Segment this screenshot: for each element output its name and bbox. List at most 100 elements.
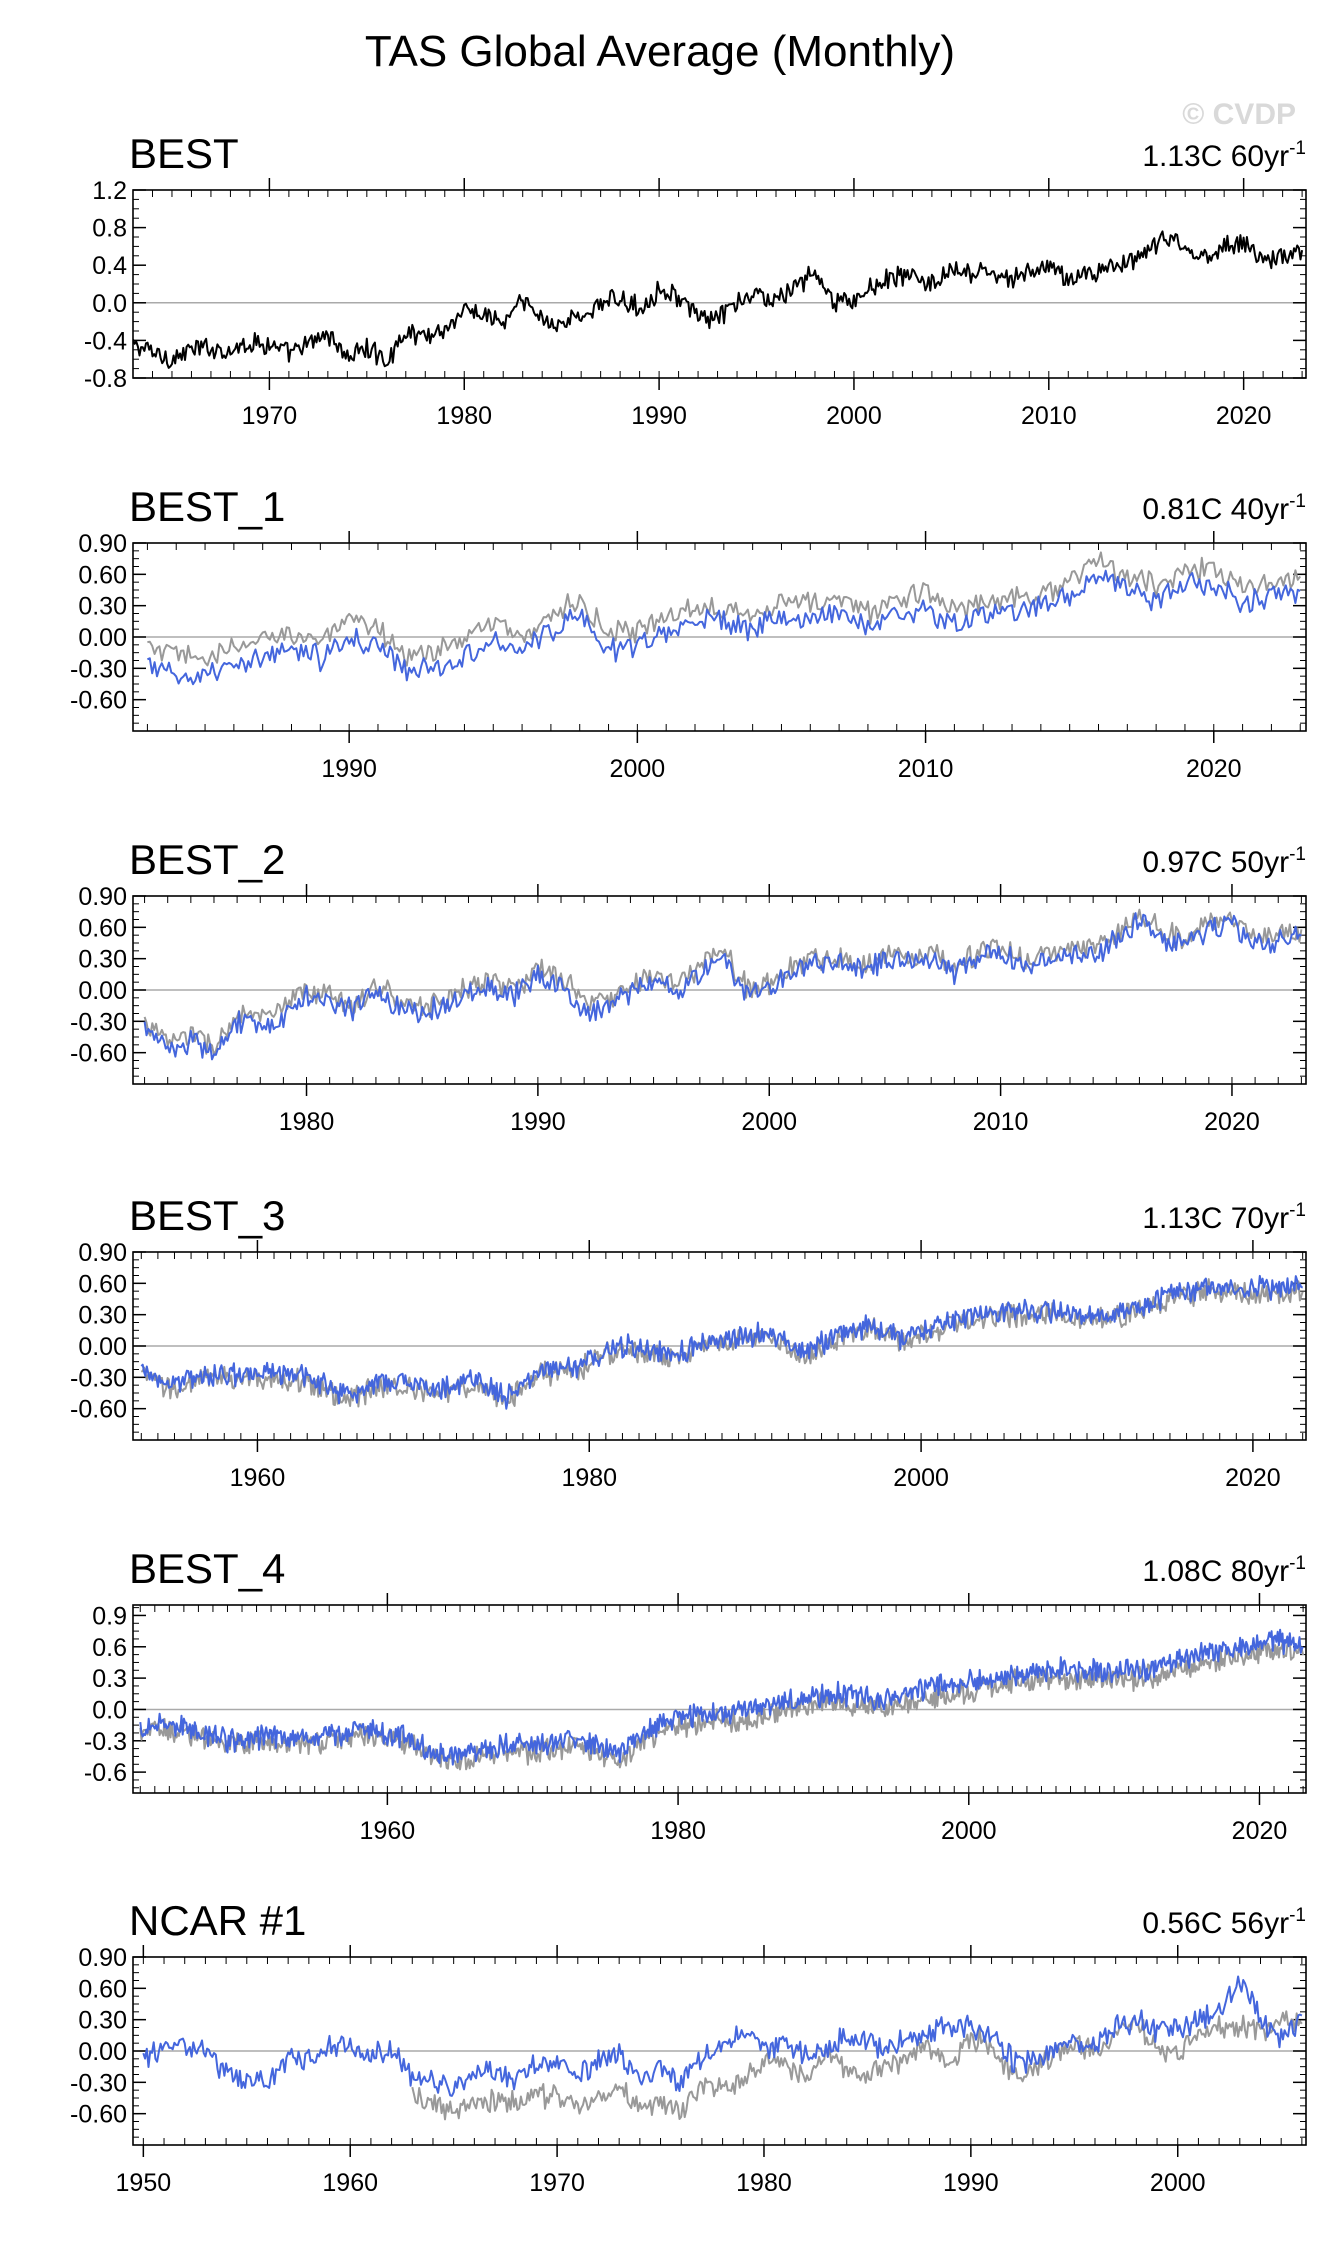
x-tick-label: 2000	[941, 1817, 997, 1845]
x-tick-label: 1990	[943, 2169, 999, 2197]
trend-value: 1.08C 80yr	[1142, 1555, 1289, 1588]
trend-label: 0.56C 56yr-1	[1142, 1905, 1306, 1940]
chart-panel-5: BEST_4 1.08C 80yr-1 -0.6 -0.3 0.0 0.3 0.6 0.9 19…	[84, 1545, 1307, 1845]
x-tick-label: 2000	[826, 402, 882, 430]
x-tick-label: 1970	[242, 402, 298, 430]
y-tick-label: 0.60	[78, 1270, 127, 1298]
y-tick-label: 0.30	[78, 1302, 127, 1330]
chart-panel-3: BEST_2 0.97C 50yr-1 -0.60 -0.30 0.00 0.30 0.60…	[70, 836, 1307, 1136]
trend-exponent: -1	[1289, 1905, 1306, 1926]
y-tick-label: 0.60	[78, 561, 127, 589]
y-tick-label: 1.2	[92, 177, 127, 205]
panel-title: NCAR #1	[129, 1897, 306, 1944]
y-tick-label: 0.90	[78, 530, 127, 558]
series-line-2	[140, 1274, 1303, 1410]
panel-title: BEST	[129, 130, 239, 177]
series-group	[133, 230, 1304, 369]
y-tick-label: 0.0	[92, 1696, 127, 1724]
x-tick-label: 2010	[1021, 402, 1077, 430]
x-tick-label: 2000	[610, 755, 666, 783]
trend-label: 1.13C 60yr-1	[1142, 138, 1306, 173]
y-tick-label: 0.4	[92, 252, 127, 280]
trend-value: 0.97C 50yr	[1142, 846, 1289, 879]
trend-label: 1.13C 70yr-1	[1142, 1200, 1306, 1235]
y-tick-label: 0.90	[78, 883, 127, 911]
x-tick-label: 1960	[322, 2169, 378, 2197]
y-tick-label: 0.00	[78, 977, 127, 1005]
y-tick-label: -0.60	[70, 1396, 127, 1424]
series-line-2	[139, 1628, 1304, 1766]
x-tick-label: 2020	[1232, 1817, 1288, 1845]
x-tick-label: 1960	[360, 1817, 416, 1845]
y-tick-label: -0.60	[70, 1040, 127, 1068]
y-tick-label: -0.60	[70, 687, 127, 715]
y-tick-label: -0.3	[84, 1728, 127, 1756]
x-tick-label: 2020	[1204, 1108, 1260, 1136]
trend-value: 1.13C 70yr	[1142, 1202, 1289, 1235]
plot-frame	[132, 1251, 1307, 1441]
chart-panel-2: BEST_1 0.81C 40yr-1 -0.60 -0.30 0.00 0.30 0.60…	[70, 483, 1307, 783]
panel-title: BEST_1	[129, 483, 285, 530]
series-line-1	[133, 230, 1304, 369]
x-tick-label: 2010	[973, 1108, 1029, 1136]
series-line-1	[411, 2010, 1303, 2121]
y-tick-label: 0.0	[92, 290, 127, 318]
y-tick-label: 0.30	[78, 2007, 127, 2035]
y-tick-label: 0.90	[78, 1944, 127, 1972]
panel-title: BEST_3	[129, 1192, 285, 1239]
plot-frame	[132, 189, 1307, 379]
series-group	[139, 1628, 1305, 1771]
chart-panel-4: BEST_3 1.13C 70yr-1 -0.60 -0.30 0.00 0.30 0.60…	[70, 1192, 1307, 1492]
y-tick-label: 0.6	[92, 1634, 127, 1662]
y-tick-label: 0.8	[92, 215, 127, 243]
x-tick-label: 1950	[116, 2169, 172, 2197]
y-tick-label: -0.6	[84, 1759, 127, 1787]
plot-frame	[132, 895, 1307, 1085]
chart-panel-1: BEST 1.13C 60yr-1 -0.8 -0.4 0.0 0.4 0.8 1.2 1970…	[84, 130, 1307, 430]
x-tick-label: 1980	[279, 1108, 335, 1136]
y-tick-label: 0.60	[78, 914, 127, 942]
y-tick-label: -0.30	[70, 2069, 127, 2097]
y-tick-label: 0.00	[78, 624, 127, 652]
chart-panel-6: NCAR #1 0.56C 56yr-1 -0.60 -0.30 0.00 0.30 0.6…	[70, 1897, 1307, 2197]
trend-exponent: -1	[1289, 844, 1306, 865]
trend-exponent: -1	[1289, 491, 1306, 512]
x-tick-label: 1980	[561, 1464, 617, 1492]
series-group	[142, 1975, 1303, 2121]
series-group	[140, 1274, 1304, 1410]
x-tick-label: 2020	[1186, 755, 1242, 783]
plot-frame	[132, 1956, 1307, 2146]
y-tick-label: -0.30	[70, 1364, 127, 1392]
plot-frame	[132, 542, 1307, 732]
y-tick-label: -0.4	[84, 327, 127, 355]
series-line-2	[147, 569, 1301, 686]
x-tick-label: 1990	[510, 1108, 566, 1136]
trend-value: 0.56C 56yr	[1142, 1907, 1289, 1940]
x-tick-label: 2000	[1150, 2169, 1206, 2197]
panels-container: BEST 1.13C 60yr-1 -0.8 -0.4 0.0 0.4 0.8 1.2 1970…	[70, 130, 1307, 2197]
trend-exponent: -1	[1289, 1553, 1306, 1574]
x-tick-label: 2020	[1216, 402, 1272, 430]
y-tick-label: 0.90	[78, 1239, 127, 1267]
x-tick-label: 2000	[741, 1108, 797, 1136]
y-tick-label: 0.3	[92, 1665, 127, 1693]
series-line-2	[142, 1975, 1303, 2097]
x-tick-label: 1980	[436, 402, 492, 430]
trend-label: 0.81C 40yr-1	[1142, 491, 1306, 526]
y-tick-label: -0.30	[70, 1008, 127, 1036]
y-tick-label: 0.30	[78, 946, 127, 974]
x-tick-label: 2000	[893, 1464, 949, 1492]
y-tick-label: -0.60	[70, 2101, 127, 2129]
x-tick-label: 2010	[898, 755, 954, 783]
x-tick-label: 1980	[650, 1817, 706, 1845]
series-line-2	[143, 912, 1302, 1061]
panel-title: BEST_2	[129, 836, 285, 883]
plot-frame	[132, 1604, 1307, 1794]
y-tick-label: -0.8	[84, 365, 127, 393]
y-tick-label: 0.00	[78, 2038, 127, 2066]
figure-title: TAS Global Average (Monthly)	[365, 27, 955, 76]
y-tick-label: -0.30	[70, 655, 127, 683]
x-tick-label: 1970	[529, 2169, 585, 2197]
